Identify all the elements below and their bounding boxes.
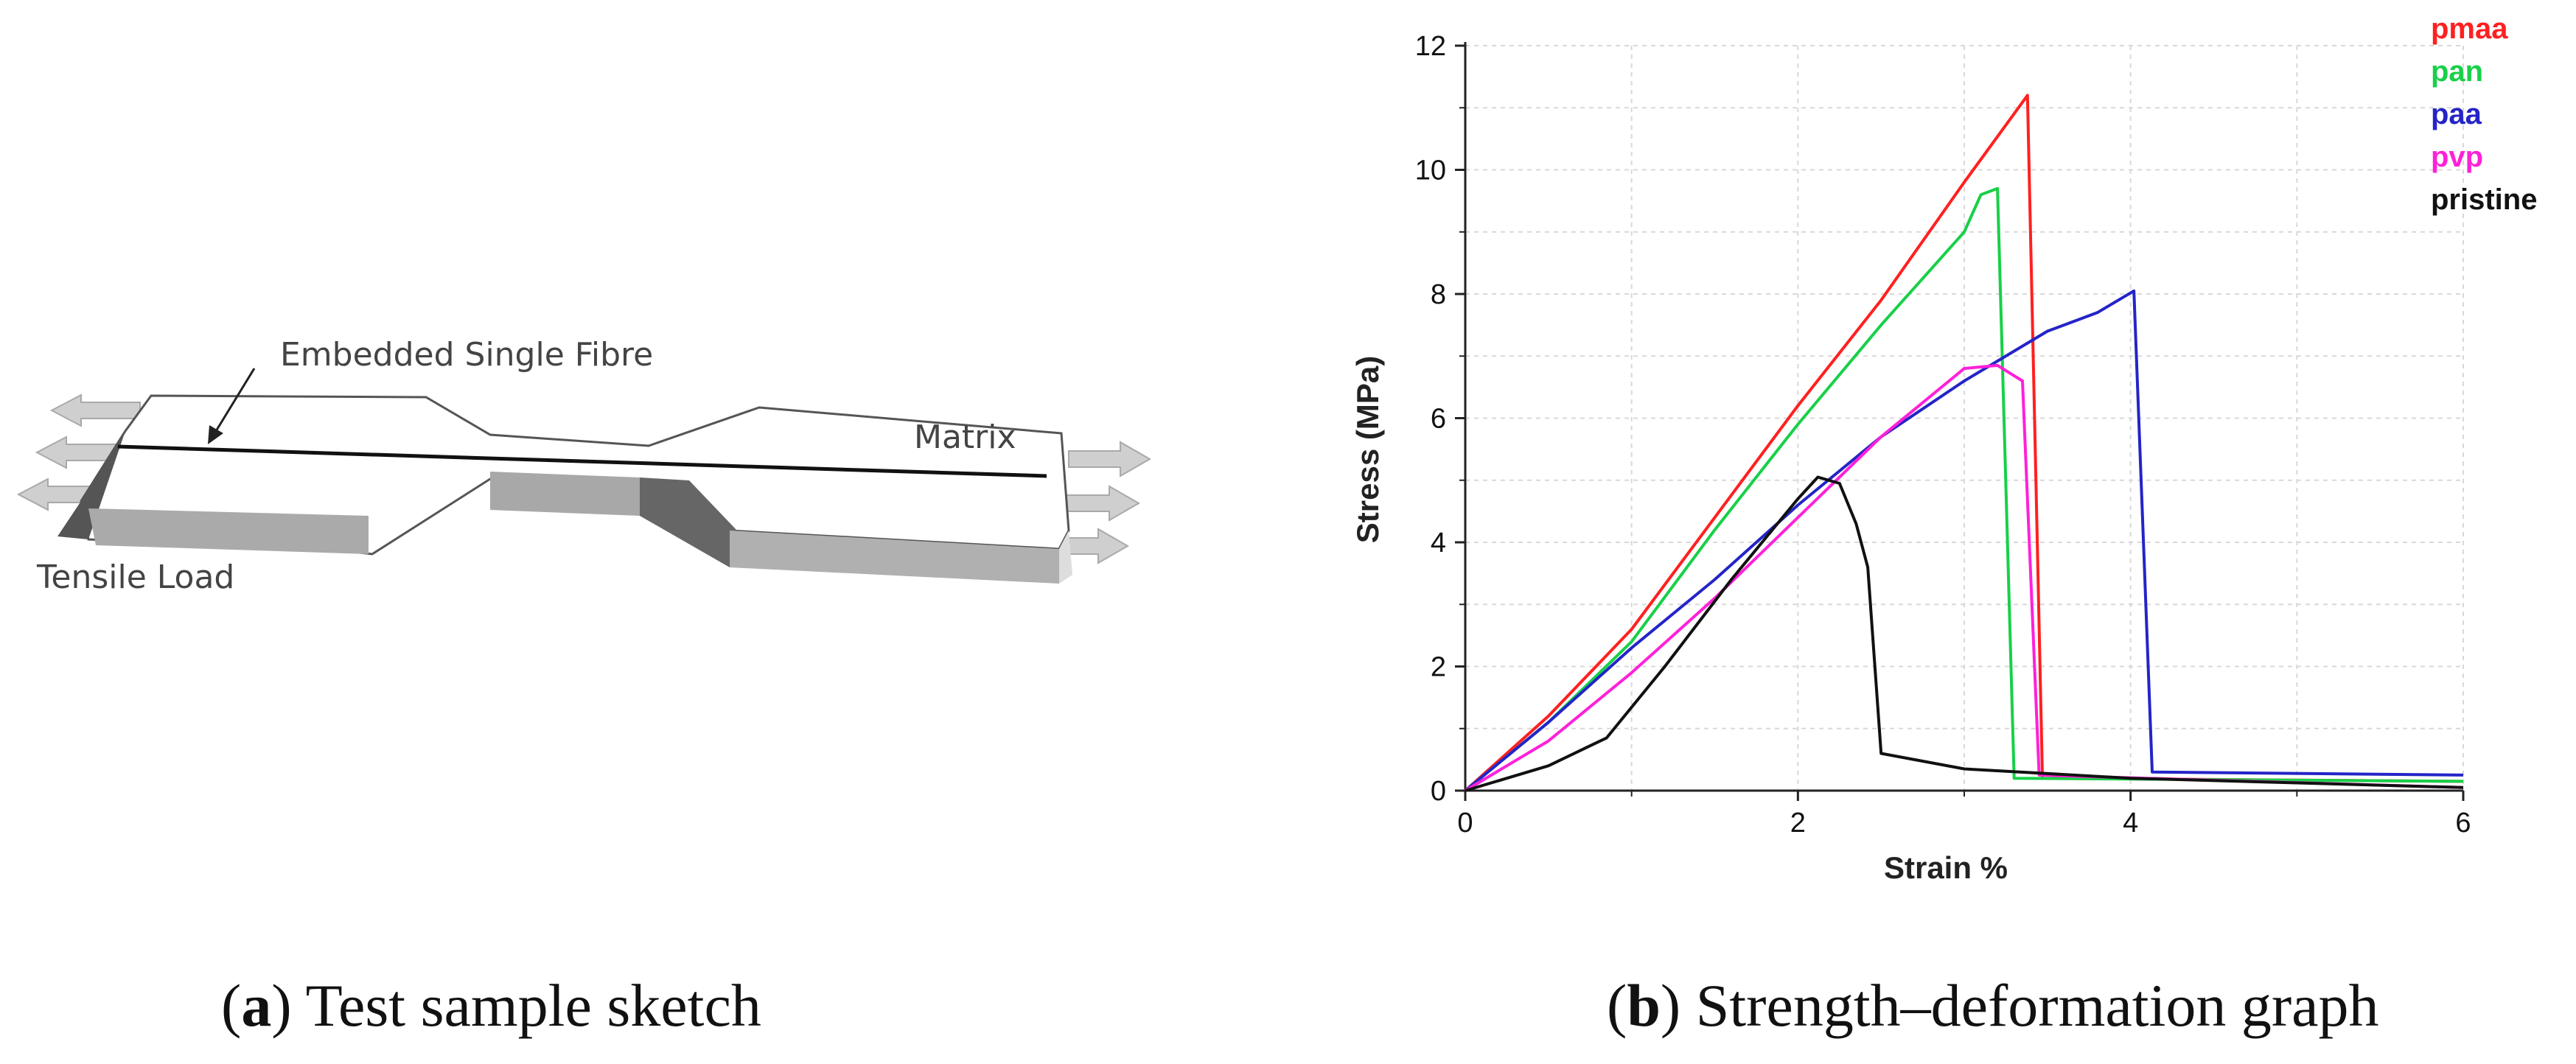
test-sample-sketch: Embedded Single Fibre Matrix Tensile Loa… [16,336,1152,596]
specimen-left-end [57,431,125,539]
y-tick-label: 0 [1431,776,1446,807]
x-tick-label: 4 [2123,808,2138,839]
series-line-pan [1464,186,2464,792]
series-lines [1464,94,2464,792]
y-tick-label: 12 [1415,31,1446,62]
left-tensile-arrows [16,393,141,511]
caption-b: (b) Strength–deformation graph [1607,972,2379,1039]
series-line-pvp [1464,363,2464,792]
series-line-pristine [1465,475,2464,792]
x-tick-label: 6 [2455,808,2471,839]
caption-b-text: Strength–deformation graph [1695,972,2379,1039]
series-line-pmaa [1464,94,2464,792]
specimen-step [640,477,737,567]
fibre-pointer-arrowhead [208,425,223,444]
legend: pmaa pan paa pvp pristine [2431,13,2537,216]
legend-entry-pmaa: pmaa [2431,13,2508,45]
embedded-fibre [117,444,1047,478]
caption-a-text: Test sample sketch [305,972,761,1039]
legend-entry-pristine: pristine [2431,183,2537,216]
caption-b-letter: b [1627,972,1661,1039]
caption-a-letter: a [241,972,272,1039]
specimen-right-end [1059,531,1072,584]
x-tick-label: 2 [1790,808,1806,839]
tensile-load-label: Tensile Load [36,559,234,596]
x-tick-label: 0 [1457,808,1473,839]
specimen-front-left [88,508,369,554]
y-tick-label: 8 [1431,279,1446,310]
legend-entry-paa: paa [2431,98,2482,130]
specimen-front-right [730,531,1059,584]
tick-labels: 0 2 4 6 8 10 12 0 2 4 6 [1415,31,2471,839]
legend-entry-pan: pan [2431,55,2483,88]
specimen-front-mid [490,472,640,516]
series-line-paa [1464,289,2464,792]
caption-a: (a) Test sample sketch [221,972,761,1039]
y-axis-title: Stress (MPa) [1350,356,1385,543]
x-axis-title: Strain % [1884,850,2008,885]
y-tick-label: 4 [1431,528,1446,559]
y-tick-label: 2 [1431,652,1446,683]
y-tick-label: 6 [1431,404,1446,435]
grid-lines [1465,45,2464,791]
fibre-label: Embedded Single Fibre [280,336,653,374]
y-tick-label: 10 [1415,155,1446,186]
legend-entry-pvp: pvp [2431,141,2483,173]
plot-axes [1455,42,2465,801]
matrix-label: Matrix [914,419,1016,456]
fibre-pointer-arrow [212,368,256,435]
